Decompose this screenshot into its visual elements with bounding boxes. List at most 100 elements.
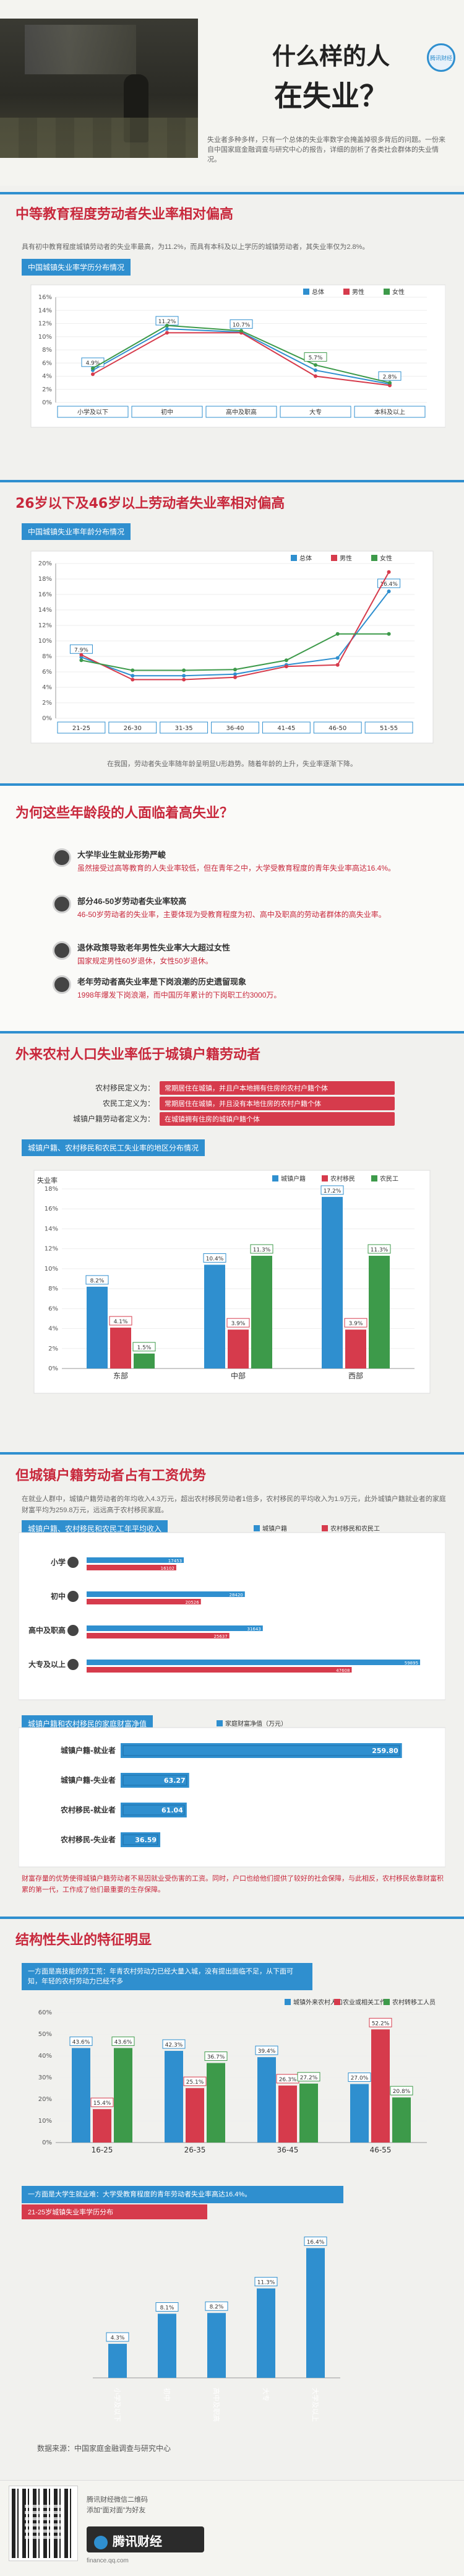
reason-3-body: 国家规定男性60岁退休，女性50岁退休。	[77, 957, 213, 965]
data-label: 5.7%	[309, 355, 323, 361]
chart-6-svg: 0% 10% 20% 30% 40% 50% 60% 43.6% 15.4% 43.6% 16-25…	[38, 1998, 436, 2154]
x-tick-label: 初中	[161, 408, 173, 416]
x-tick-label: 21-25	[72, 725, 90, 732]
chart-3-svg: 0% 2% 4% 6% 8% 10% 12% 14% 16% 18%失业率 8.2% 4.1% 1.5%…	[33, 1170, 431, 1394]
data-point	[79, 653, 84, 657]
footer-brand: 腾讯财经	[87, 2526, 204, 2552]
data-label-box	[162, 2039, 186, 2049]
data-label: 43.6%	[114, 2039, 132, 2045]
y-tick-label: 16%	[38, 294, 52, 301]
data-point	[233, 668, 237, 672]
bar	[165, 2050, 183, 2143]
legend-label: 总体	[312, 288, 324, 296]
data-point	[131, 677, 135, 682]
legend-swatch	[334, 1999, 340, 2005]
data-label: 36.7%	[207, 2055, 225, 2061]
y-tick-label: 60%	[38, 2009, 52, 2016]
bar	[204, 1264, 225, 1368]
bar-inner	[122, 1804, 185, 1816]
x-tick-label: 小学及以下	[113, 2388, 122, 2422]
data-point	[335, 632, 340, 636]
bar	[87, 1625, 263, 1631]
bar	[186, 2088, 204, 2143]
logo-text: 腾讯财经	[429, 55, 452, 61]
data-label-box	[367, 1244, 391, 1254]
section-2-title: 26岁以下及46岁以上劳动者失业率相对偏高	[15, 496, 285, 511]
photo-floor	[0, 118, 198, 158]
bar	[93, 2109, 111, 2143]
hero-photo	[0, 19, 198, 158]
legend-label: 女性	[392, 288, 405, 296]
data-point	[233, 672, 237, 676]
data-label-box	[226, 1318, 250, 1328]
bar	[322, 1196, 343, 1368]
category-label: 城镇户籍-失业者	[61, 1775, 116, 1785]
reason-3-head: 退休政策导致老年男性失业率大大超过女性	[77, 943, 231, 952]
section-6-note-2: 一方面是大学生就业难：大学受教育程度的青年劳动者失业率高达16.4%。	[22, 2186, 343, 2203]
bar	[299, 2083, 318, 2143]
section-3-title: 为何这些年龄段的人面临着高失业？	[15, 806, 234, 821]
data-label: 8.2%	[90, 1278, 105, 1284]
y-tick-label: 4%	[48, 1326, 58, 1333]
footer-bar	[0, 2480, 464, 2576]
data-label-box	[203, 1253, 226, 1263]
y-tick-label: 8%	[48, 1286, 58, 1292]
data-label: 15.4%	[93, 2100, 111, 2107]
category-label: 初中	[51, 1591, 66, 1601]
def-2-label: 农民工定义为：	[102, 1099, 155, 1108]
bar	[87, 1599, 201, 1604]
section-3-bg	[0, 783, 464, 1031]
data-label-box	[90, 2097, 114, 2107]
bar-inner	[122, 1775, 187, 1786]
y-tick-label: 0%	[48, 1365, 58, 1372]
data-label: 42.3%	[165, 2042, 183, 2048]
y-tick-label: 2%	[42, 700, 52, 707]
reason-3: 退休政策导致老年男性失业率大大超过女性 国家规定男性60岁退休，女性50岁退休。	[77, 941, 424, 967]
def-3-text: 在城镇拥有住房的城镇户籍个体	[160, 1112, 395, 1126]
data-label-box	[155, 2302, 179, 2312]
legend-swatch	[272, 1175, 278, 1181]
legend-label: 城镇户籍	[262, 1525, 287, 1533]
data-label: 17453	[168, 1559, 182, 1564]
data-label-box	[344, 1318, 367, 1328]
x-tick-label: 大专	[262, 2388, 270, 2401]
category-label: 大专及以上	[28, 1660, 66, 1669]
data-point	[314, 363, 317, 367]
legend-swatch	[371, 1175, 377, 1181]
y-tick-label: 10%	[45, 1266, 58, 1273]
x-tick-box	[280, 406, 351, 418]
data-label: 59895	[405, 1661, 418, 1666]
reason-4-head: 老年劳动者高失业率是下岗浪潮的历史遗留现象	[77, 977, 247, 986]
brand-text: 腾讯财经	[113, 2535, 162, 2549]
title-line-2: 在失业？	[274, 79, 388, 113]
footer-url[interactable]: finance.qq.com	[87, 2557, 129, 2564]
y-tick-label: 12%	[38, 321, 52, 328]
data-label: 259.80	[372, 1747, 398, 1755]
reason-4: 老年劳动者高失业率是下岗浪潮的历史遗留现象 1998年爆发下岗浪潮，而中国历年累…	[77, 975, 424, 1001]
bar	[72, 2048, 90, 2143]
section-6-title: 结构性失业的特征明显	[15, 1933, 152, 1948]
graduate-icon	[53, 848, 71, 867]
section-4-title: 外来农村人口失业率低于城镇户籍劳动者	[15, 1047, 261, 1063]
data-point	[387, 590, 391, 593]
bar	[110, 1327, 131, 1368]
x-tick-label: 31-35	[175, 725, 193, 732]
data-label: 25637	[213, 1634, 227, 1639]
chart-1-svg: 0% 2% 4% 6% 8% 10% 12% 14% 16% 小学及以下 初中 高中及职高 大专 本科及以…	[30, 284, 445, 428]
y-tick-label: 0%	[42, 715, 52, 722]
data-label: 8.1%	[160, 2305, 174, 2312]
data-label-box	[304, 352, 327, 362]
data-point	[165, 331, 169, 335]
chart-5-svg: 家庭财富净值（万元） 城镇户籍-就业者 259.80 城镇户籍-失业者 63.27 农村移…	[19, 1720, 445, 1868]
section-6-band	[0, 1917, 464, 1919]
data-point	[91, 366, 95, 370]
legend-label: 城镇外来农村人口	[293, 1998, 343, 2006]
x-tick-box	[108, 721, 157, 734]
bar	[207, 2313, 226, 2378]
data-label-box	[183, 2076, 207, 2086]
section-6-note: 一方面是高技能的劳工荒：年青农村劳动力已经大量入城，没有提出面临不足，从下面可知…	[22, 1963, 312, 1990]
photo-window	[25, 25, 136, 74]
legend-swatch	[254, 1525, 260, 1531]
retire-icon	[53, 941, 71, 960]
